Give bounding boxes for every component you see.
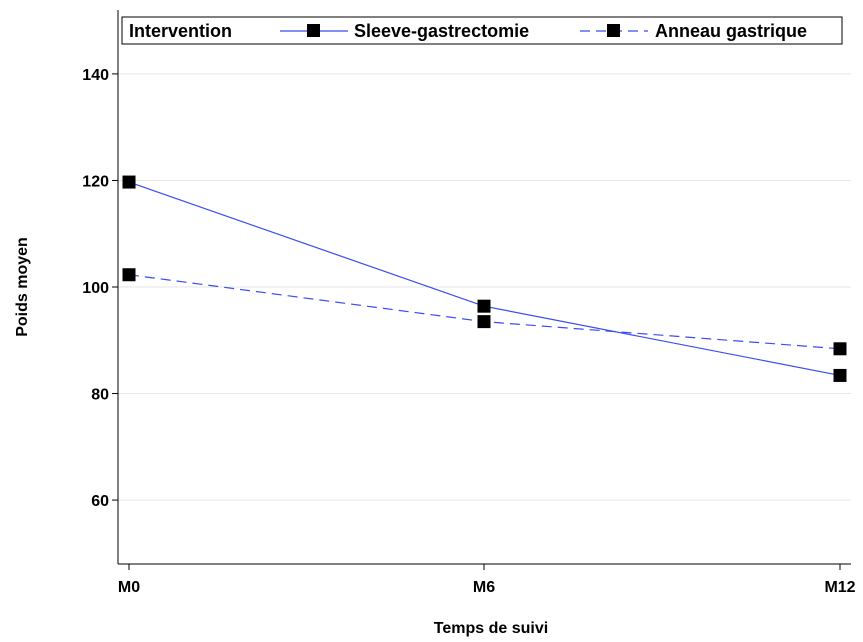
marker-1-M0 — [122, 268, 136, 282]
x-tick-label-M6: M6 — [473, 579, 495, 596]
legend-box — [121, 16, 843, 45]
marker-1-M12 — [833, 342, 847, 356]
y-tick-label-60: 60 — [91, 493, 109, 510]
series-lines — [128, 181, 841, 377]
x-axis-ticks: M0 M6 M12 — [118, 564, 856, 596]
x-tick-label-M0: M0 — [118, 579, 140, 596]
y-tick-label-140: 140 — [82, 67, 109, 84]
series-markers — [122, 175, 847, 382]
x-axis-title: Temps de suivi — [434, 620, 548, 637]
y-tick-label-100: 100 — [82, 280, 109, 297]
y-axis-ticks: 60 80 100 120 140 — [82, 67, 118, 510]
y-tick-label-120: 120 — [82, 173, 109, 190]
marker-0-M0 — [122, 175, 136, 189]
grid-lines — [118, 73, 851, 501]
y-axis-title: Poids moyen — [14, 237, 31, 337]
legend-label-sleeve: Sleeve-gastrectomie — [354, 21, 529, 41]
y-tick-label-80: 80 — [91, 387, 109, 404]
legend-marker-sleeve — [307, 24, 320, 37]
legend-marker-anneau — [607, 24, 620, 37]
legend-title: Intervention — [129, 21, 232, 41]
series-line-0 — [128, 181, 841, 377]
legend-label-anneau: Anneau gastrique — [655, 21, 807, 41]
marker-0-M12 — [833, 368, 847, 382]
legend: Intervention Sleeve-gastrectomie Anneau … — [121, 16, 843, 45]
marker-0-M6 — [477, 299, 491, 313]
x-tick-label-M12: M12 — [824, 579, 855, 596]
marker-1-M6 — [477, 315, 491, 329]
